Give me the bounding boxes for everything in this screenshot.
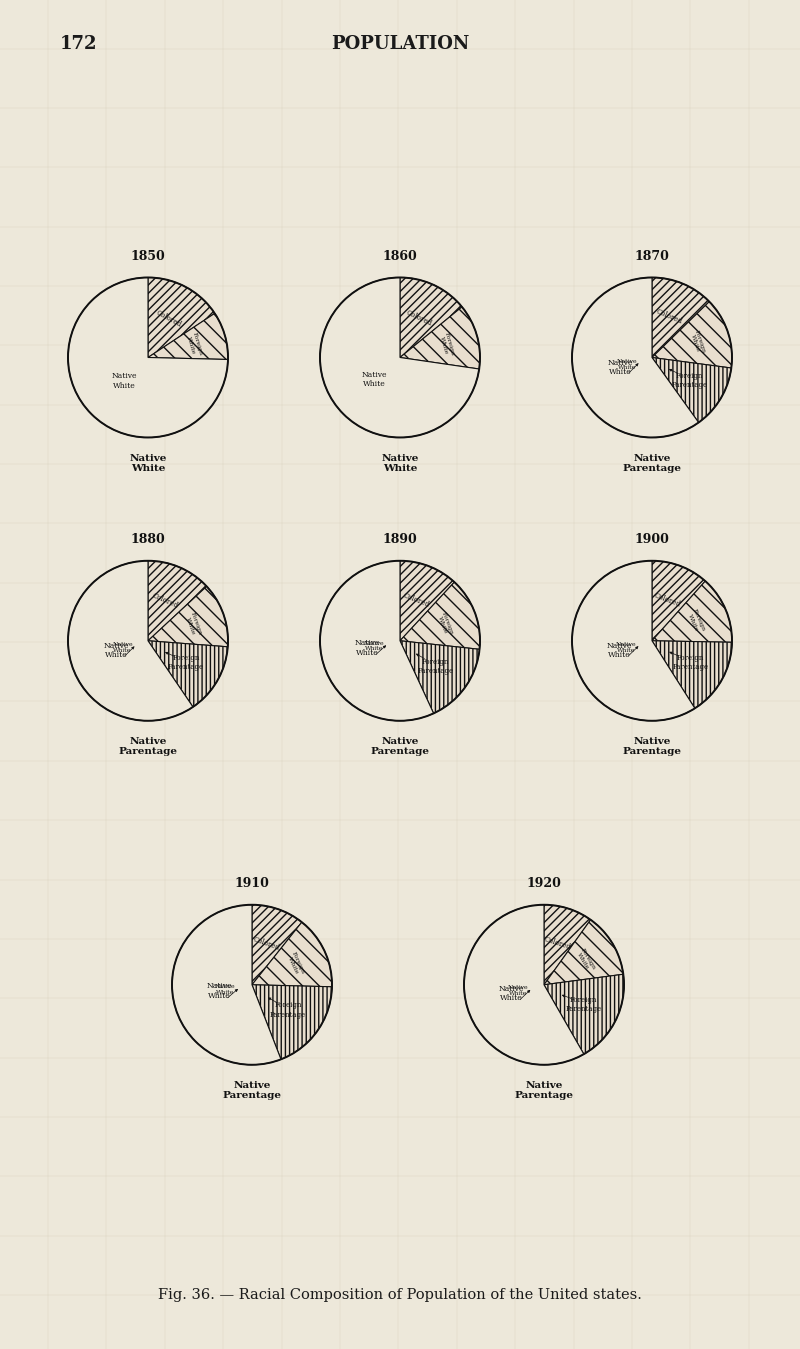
Text: Native
White: Native White — [354, 639, 380, 657]
Text: Foreign
White: Foreign White — [436, 611, 454, 637]
Wedge shape — [148, 587, 228, 646]
Text: Foreign
White: Foreign White — [286, 951, 306, 978]
Wedge shape — [320, 278, 479, 437]
Wedge shape — [652, 581, 732, 642]
Text: 172: 172 — [60, 35, 98, 53]
Wedge shape — [572, 278, 698, 437]
Text: Native
White: Native White — [206, 982, 232, 1000]
Wedge shape — [68, 278, 228, 437]
Text: Native
Parentage: Native Parentage — [118, 737, 178, 757]
Text: Foreign
White: Foreign White — [438, 332, 454, 357]
Text: Native
White: Native White — [112, 642, 133, 653]
Wedge shape — [400, 561, 454, 641]
Text: 1920: 1920 — [526, 877, 562, 890]
Wedge shape — [652, 278, 710, 357]
Text: Native
White: Native White — [111, 372, 137, 390]
Text: Foreign
White: Foreign White — [686, 608, 706, 635]
Wedge shape — [400, 278, 462, 357]
Text: Native
Parentage: Native Parentage — [222, 1081, 282, 1101]
Wedge shape — [464, 905, 584, 1064]
Text: Fig. 36. — Racial Composition of Population of the United states.: Fig. 36. — Racial Composition of Populat… — [158, 1288, 642, 1302]
Text: 1870: 1870 — [634, 250, 670, 263]
Wedge shape — [400, 641, 479, 714]
Wedge shape — [544, 974, 624, 1054]
Wedge shape — [148, 278, 214, 357]
Text: Colored: Colored — [405, 308, 433, 328]
Text: Native
White: Native White — [617, 359, 637, 370]
Text: Native
Parentage: Native Parentage — [622, 737, 682, 757]
Text: Colored: Colored — [402, 591, 430, 608]
Wedge shape — [68, 561, 193, 720]
Wedge shape — [252, 985, 332, 1059]
Text: 1900: 1900 — [634, 533, 670, 546]
Text: 1910: 1910 — [234, 877, 270, 890]
Text: Foreign
Parentage: Foreign Parentage — [566, 996, 602, 1013]
Wedge shape — [320, 561, 434, 720]
Text: 1860: 1860 — [382, 250, 418, 263]
Wedge shape — [148, 641, 228, 707]
Text: Native
White: Native White — [498, 985, 524, 1002]
Wedge shape — [652, 641, 732, 708]
Wedge shape — [400, 306, 480, 370]
Text: Native
White: Native White — [508, 986, 529, 997]
Text: Foreign
Parentage: Foreign Parentage — [672, 371, 708, 389]
Text: Foreign
Parentage: Foreign Parentage — [270, 1001, 306, 1018]
Text: 1890: 1890 — [382, 533, 418, 546]
Text: Native
White: Native White — [130, 453, 166, 473]
Text: Native
White: Native White — [382, 453, 418, 473]
Wedge shape — [148, 561, 206, 641]
Wedge shape — [544, 920, 623, 985]
Wedge shape — [400, 583, 480, 649]
Wedge shape — [148, 313, 228, 359]
Wedge shape — [652, 302, 732, 368]
Text: Foreign
White: Foreign White — [186, 332, 202, 357]
Text: Native
White: Native White — [607, 359, 633, 376]
Wedge shape — [544, 905, 590, 985]
Text: Native
Parentage: Native Parentage — [622, 453, 682, 473]
Text: Native
White: Native White — [103, 642, 129, 660]
Text: Native
White: Native White — [363, 641, 384, 652]
Text: Foreign
White: Foreign White — [184, 612, 202, 638]
Wedge shape — [172, 905, 281, 1064]
Text: Colored: Colored — [654, 308, 683, 326]
Text: Native
White: Native White — [607, 642, 633, 658]
Wedge shape — [572, 561, 695, 720]
Text: Colored: Colored — [654, 591, 682, 608]
Text: Colored: Colored — [252, 935, 281, 951]
Text: Colored: Colored — [543, 935, 572, 951]
Text: Colored: Colored — [154, 309, 183, 329]
Wedge shape — [652, 357, 731, 422]
Text: 1850: 1850 — [130, 250, 166, 263]
Text: Foreign
White: Foreign White — [689, 329, 706, 355]
Text: Native
White: Native White — [362, 371, 387, 389]
Text: Foreign
Parentage: Foreign Parentage — [168, 654, 204, 672]
Text: Native
White: Native White — [215, 983, 236, 994]
Wedge shape — [252, 905, 302, 985]
Wedge shape — [252, 923, 332, 986]
Text: Foreign
White: Foreign White — [574, 947, 596, 973]
Text: Foreign
Parentage: Foreign Parentage — [418, 658, 454, 674]
Text: Colored: Colored — [151, 591, 180, 610]
Text: POPULATION: POPULATION — [331, 35, 469, 53]
Text: Foreign
Parentage: Foreign Parentage — [672, 654, 709, 670]
Text: Native
Parentage: Native Parentage — [370, 737, 430, 757]
Wedge shape — [652, 561, 706, 641]
Text: 1880: 1880 — [130, 533, 166, 546]
Text: Native
White: Native White — [616, 642, 637, 653]
Text: Native
Parentage: Native Parentage — [514, 1081, 574, 1101]
